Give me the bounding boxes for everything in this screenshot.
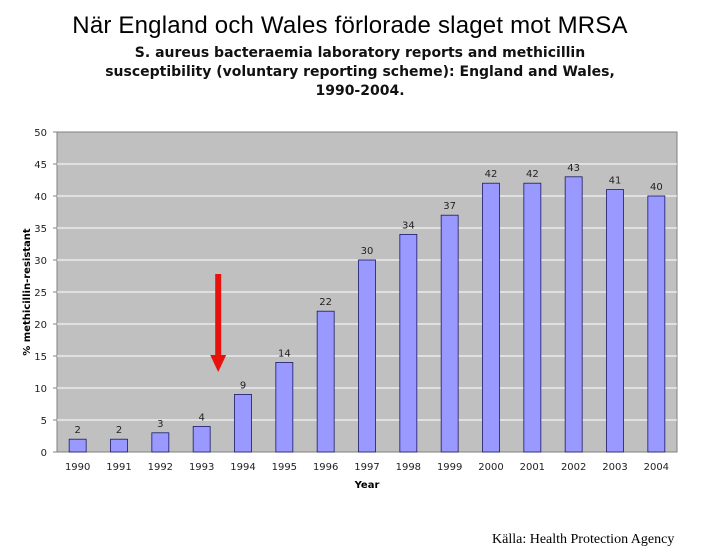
x-tick-label: 1999 bbox=[437, 462, 462, 473]
bar-label: 4 bbox=[198, 412, 204, 423]
bar-label: 30 bbox=[361, 246, 374, 257]
x-tick-label: 2004 bbox=[644, 462, 669, 473]
chart-title: S. aureus bacteraemia laboratory reports… bbox=[80, 44, 640, 101]
bar-1994 bbox=[234, 393, 252, 453]
bar-2002 bbox=[564, 176, 583, 453]
bar-1993 bbox=[192, 425, 211, 453]
bar-1996 bbox=[316, 310, 335, 453]
x-tick-label: 1995 bbox=[272, 462, 297, 473]
chart-title-line-1: S. aureus bacteraemia laboratory reports… bbox=[134, 45, 586, 61]
x-tick-label: 1997 bbox=[354, 462, 379, 473]
bar-label: 2 bbox=[116, 425, 122, 436]
bar-label: 42 bbox=[526, 169, 539, 180]
y-tick-label: 50 bbox=[34, 128, 47, 139]
y-tick-label: 20 bbox=[34, 320, 47, 331]
bar-label: 41 bbox=[609, 176, 622, 187]
bar-2000 bbox=[482, 182, 500, 453]
x-tick-label: 1998 bbox=[396, 462, 421, 473]
y-tick-label: 35 bbox=[34, 224, 47, 235]
bar-label: 22 bbox=[319, 297, 332, 308]
bar-label: 9 bbox=[240, 380, 246, 391]
bar-label: 34 bbox=[402, 220, 415, 231]
x-tick-label: 2000 bbox=[478, 462, 503, 473]
bar-1990 bbox=[68, 438, 87, 453]
bar-2003 bbox=[606, 189, 624, 453]
bar-label: 40 bbox=[650, 182, 663, 193]
chart-title-line-3: 1990-2004. bbox=[315, 83, 405, 99]
y-tick-label: 40 bbox=[34, 192, 47, 203]
bar-label: 14 bbox=[278, 348, 291, 359]
chart-title-line-2: susceptibility (voluntary reporting sche… bbox=[105, 64, 615, 80]
y-axis-ticks: 0 5 10 15 20 25 30 35 40 45 50 bbox=[34, 128, 57, 459]
bar-label: 37 bbox=[443, 201, 456, 212]
y-tick-label: 10 bbox=[34, 384, 47, 395]
arrow-head bbox=[210, 355, 227, 372]
bar-1995 bbox=[275, 361, 294, 453]
slide-title: När England och Wales förlorade slaget m… bbox=[72, 12, 628, 39]
bar-label: 42 bbox=[485, 169, 498, 180]
x-tick-label: 1994 bbox=[230, 462, 255, 473]
x-tick-label: 1990 bbox=[65, 462, 90, 473]
x-axis-ticks: 1990 1991 1992 1993 1994 1995 1996 1997 1998 1999… bbox=[65, 462, 669, 473]
x-tick-label: 2002 bbox=[561, 462, 586, 473]
y-tick-label: 30 bbox=[34, 256, 47, 267]
bar-1997 bbox=[358, 259, 376, 453]
arrow-shaft bbox=[215, 274, 222, 356]
y-axis-label: % methicillin-resistant bbox=[22, 228, 33, 356]
bar-label: 3 bbox=[157, 419, 163, 430]
x-axis-label: Year bbox=[354, 480, 380, 491]
y-tick-label: 45 bbox=[34, 160, 47, 171]
bar-1998 bbox=[399, 233, 418, 453]
x-tick-label: 2003 bbox=[602, 462, 627, 473]
source-citation: Källa: Health Protection Agency bbox=[492, 532, 675, 547]
bars bbox=[68, 176, 666, 453]
down-arrow-icon bbox=[210, 274, 227, 372]
x-tick-label: 1991 bbox=[106, 462, 131, 473]
bar-label: 43 bbox=[567, 163, 580, 174]
y-tick-label: 5 bbox=[41, 416, 47, 427]
y-tick-label: 0 bbox=[41, 448, 47, 459]
y-tick-label: 15 bbox=[34, 352, 47, 363]
bar-1991 bbox=[110, 438, 128, 453]
x-tick-label: 1993 bbox=[189, 462, 214, 473]
bar-2001 bbox=[523, 182, 542, 453]
x-tick-label: 1996 bbox=[313, 462, 338, 473]
bar-label: 2 bbox=[74, 425, 80, 436]
x-tick-label: 2001 bbox=[520, 462, 545, 473]
bar-1992 bbox=[151, 432, 170, 453]
bar-1999 bbox=[440, 214, 459, 453]
y-tick-label: 25 bbox=[34, 288, 47, 299]
x-tick-label: 1992 bbox=[148, 462, 173, 473]
bar-2004 bbox=[647, 195, 666, 453]
